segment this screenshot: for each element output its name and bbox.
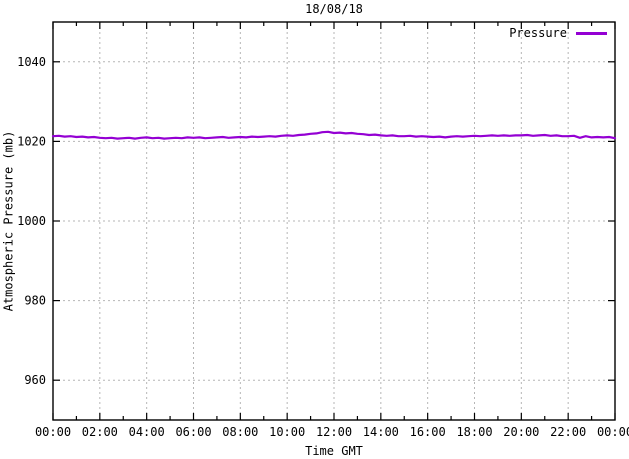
x-tick-label: 00:00	[597, 425, 629, 439]
y-tick-label: 960	[24, 373, 46, 387]
chart-title: 18/08/18	[305, 2, 363, 16]
x-tick-label: 04:00	[129, 425, 165, 439]
x-tick-label: 02:00	[82, 425, 118, 439]
y-tick-label: 1000	[17, 214, 46, 228]
y-tick-label: 1020	[17, 134, 46, 148]
x-tick-label: 16:00	[410, 425, 446, 439]
y-axis-label: Atmospheric Pressure (mb)	[1, 130, 16, 312]
x-tick-label: 20:00	[503, 425, 539, 439]
legend: Pressure	[509, 27, 607, 40]
x-tick-label: 18:00	[456, 425, 492, 439]
x-tick-label: 06:00	[175, 425, 211, 439]
pressure-line	[51, 130, 617, 140]
x-tick-label: 00:00	[35, 425, 71, 439]
x-tick-label: 08:00	[222, 425, 258, 439]
x-tick-label: 14:00	[363, 425, 399, 439]
y-tick-label: 980	[24, 294, 46, 308]
legend-line-swatch	[576, 32, 607, 35]
legend-label-pressure: Pressure	[509, 26, 567, 40]
x-axis-label: Time GMT	[305, 444, 363, 458]
x-tick-label: 10:00	[269, 425, 305, 439]
x-tick-label: 22:00	[550, 425, 586, 439]
x-tick-label: 12:00	[316, 425, 352, 439]
y-tick-label: 1040	[17, 55, 46, 69]
